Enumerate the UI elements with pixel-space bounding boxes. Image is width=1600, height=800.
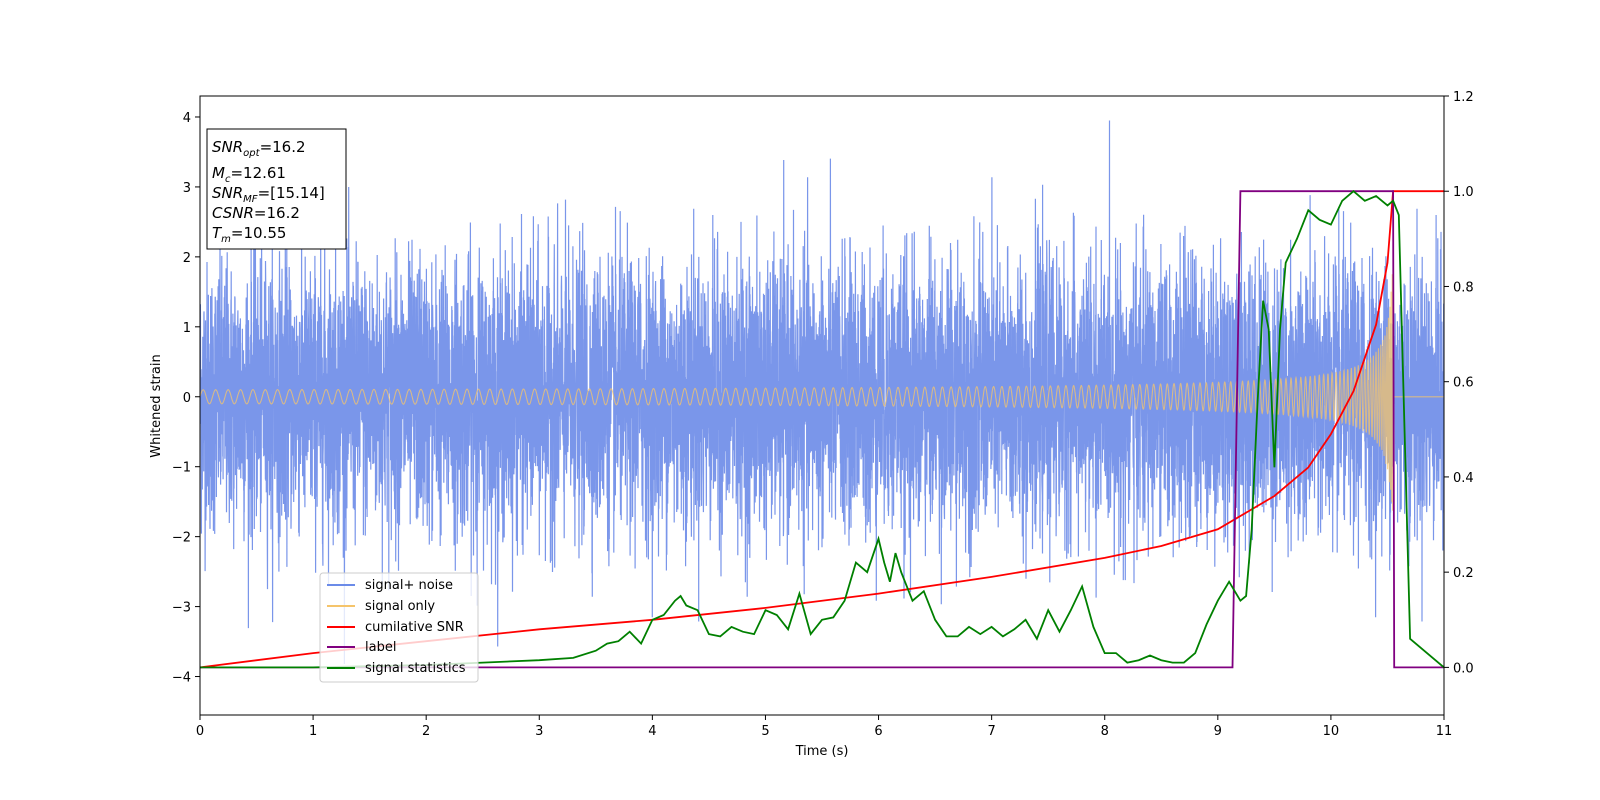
legend-frame <box>319 572 479 683</box>
y-left-tick-label: −1 <box>172 461 191 476</box>
series-cumulative-snr <box>200 190 1444 669</box>
series-label <box>200 190 1444 669</box>
y-right-tick-label: 0.8 <box>1453 280 1474 295</box>
series-signal-statistics <box>200 190 1444 669</box>
x-tick-label: 2 <box>422 724 430 739</box>
x-axis-label: Time (s) <box>795 744 849 759</box>
x-tick-label: 3 <box>535 724 543 739</box>
x-axis: 0 1 2 3 4 5 6 7 8 9 10 11 <box>196 715 1452 739</box>
y-left-tick-label: 1 <box>183 321 191 336</box>
info-mc: Mc=12.61 <box>212 164 286 185</box>
y-left-tick-label: −3 <box>172 601 191 616</box>
x-tick-label: 8 <box>1101 724 1109 739</box>
info-box: SNRopt=16.2 Mc=12.61 SNRMF=[15.14] CSNR=… <box>206 128 347 250</box>
info-csnr: CSNR=16.2 <box>212 204 300 222</box>
y-left-tick-label: −4 <box>172 671 191 686</box>
x-tick-label: 1 <box>309 724 317 739</box>
x-tick-label: 6 <box>874 724 882 739</box>
info-snr-opt: SNRopt=16.2 <box>212 138 306 159</box>
legend-label-signal-noise: signal+ noise <box>365 578 453 593</box>
legend-label-signal-statistics: signal statistics <box>365 661 466 676</box>
x-tick-label: 9 <box>1214 724 1222 739</box>
series-signal-noise <box>200 120 1444 665</box>
y-axis-right: 0.0 0.2 0.4 0.6 0.8 1.0 1.2 <box>1444 90 1474 676</box>
y-left-tick-label: 2 <box>183 251 191 266</box>
legend-label-cumulative-snr: cumilative SNR <box>365 620 464 635</box>
y-left-tick-label: 4 <box>183 111 191 126</box>
y-right-tick-label: 1.2 <box>1453 90 1474 105</box>
y-right-tick-label: 0.6 <box>1453 376 1474 391</box>
y-right-tick-label: 1.0 <box>1453 185 1474 200</box>
x-tick-label: 5 <box>761 724 769 739</box>
y-right-tick-label: 0.0 <box>1453 661 1474 676</box>
x-tick-label: 7 <box>987 724 995 739</box>
y-axis-left: −4 −3 −2 −1 0 1 2 3 4 <box>172 111 200 686</box>
info-box-frame <box>206 128 347 250</box>
y-left-tick-label: 0 <box>183 391 191 406</box>
series-layer <box>200 120 1444 669</box>
x-tick-label: 10 <box>1323 724 1340 739</box>
y-left-tick-label: −2 <box>172 531 191 546</box>
legend: signal+ noise signal only cumilative SNR… <box>319 572 479 683</box>
y-axis-label: Whitened strain <box>149 354 164 457</box>
y-left-tick-label: 3 <box>183 181 191 196</box>
plot-frame <box>199 95 1445 716</box>
y-right-tick-label: 0.4 <box>1453 471 1474 486</box>
legend-label-signal-only: signal only <box>365 599 435 614</box>
y-right-tick-label: 0.2 <box>1453 566 1474 581</box>
x-tick-label: 11 <box>1436 724 1453 739</box>
x-tick-label: 4 <box>648 724 656 739</box>
info-tm: Tm=10.55 <box>212 224 286 245</box>
info-snr-mf: SNRMF=[15.14] <box>212 184 325 205</box>
legend-label-label: label <box>365 640 396 655</box>
x-tick-label: 0 <box>196 724 204 739</box>
